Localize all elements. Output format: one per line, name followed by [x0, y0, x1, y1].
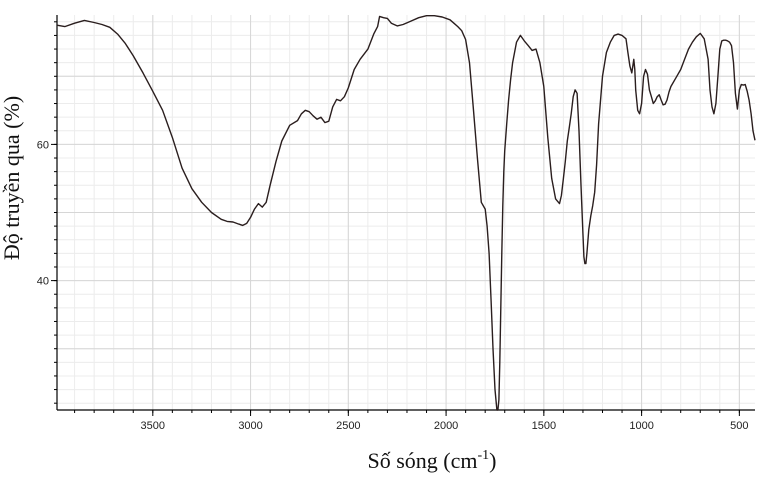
series-layer [56, 14, 756, 411]
spectrum-series-line [56, 14, 756, 411]
y-tick-label: 40 [37, 276, 49, 288]
x-axis-ticks: 3500 3000 2500 2000 1500 1000 500 [74, 410, 749, 432]
x-tick-label: 1500 [532, 420, 556, 432]
y-axis-ticks: 40 60 [37, 21, 57, 404]
x-tick-label: 3500 [141, 420, 165, 432]
x-tick-label: 3000 [238, 420, 262, 432]
y-tick-label: 60 [37, 139, 49, 151]
x-tick-label: 1000 [629, 420, 653, 432]
x-tick-label: 2000 [434, 420, 458, 432]
major-grid [57, 15, 755, 410]
x-tick-label: 500 [730, 420, 748, 432]
x-axis-title: Số sóng (cm-1) [368, 448, 497, 473]
y-axis-title: Độ truyền qua (%) [0, 96, 24, 260]
x-tick-label: 2500 [336, 420, 360, 432]
x-axis-title-end: ) [489, 448, 496, 473]
x-axis-title-main: Số sóng (cm [368, 448, 478, 473]
x-axis-title-superscript: -1 [478, 448, 490, 463]
